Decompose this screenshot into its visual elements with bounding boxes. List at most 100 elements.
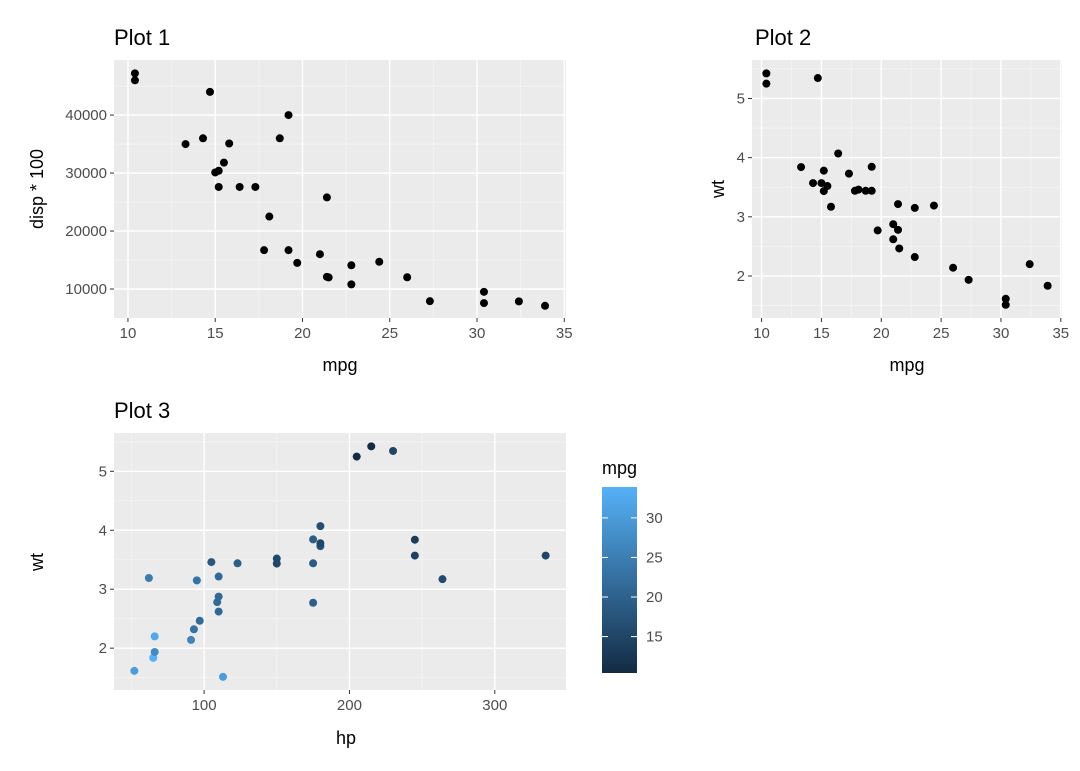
data-point	[284, 111, 293, 120]
plot-2-x-ticks: 10 15 20 25 30 35	[753, 318, 1069, 342]
data-point	[389, 446, 398, 455]
plot-3-y-label: wt	[27, 553, 47, 572]
data-point	[207, 558, 216, 567]
data-point	[130, 76, 139, 85]
data-point	[949, 263, 958, 272]
data-point	[235, 182, 244, 191]
data-point	[214, 166, 223, 175]
data-point	[219, 158, 228, 167]
data-point	[929, 201, 938, 210]
x-tick-label: 30	[993, 325, 1010, 342]
x-tick-label: 20	[873, 325, 890, 342]
data-point	[1001, 294, 1010, 303]
data-point	[214, 182, 223, 191]
data-point	[251, 182, 260, 191]
plot-1-x-ticks: 10 15 20 25 30 35	[120, 318, 573, 342]
data-point	[894, 200, 903, 209]
x-tick-label: 10	[120, 325, 137, 342]
data-point	[813, 74, 822, 83]
data-point	[150, 647, 159, 656]
x-tick-label: 100	[192, 697, 217, 714]
color-legend: mpg 15 20 25 30	[602, 458, 663, 673]
data-point	[438, 575, 447, 584]
data-point	[762, 79, 771, 88]
x-tick-label: 15	[813, 325, 830, 342]
legend-colorbar	[602, 487, 637, 673]
plot-1-x-label: mpg	[322, 355, 357, 375]
legend-tick-label: 30	[646, 510, 663, 527]
data-point	[316, 539, 325, 548]
y-tick-label: 4	[99, 522, 107, 539]
y-tick-label: 40000	[65, 107, 107, 124]
data-point	[479, 287, 488, 296]
plot-2-panel	[752, 60, 1062, 318]
x-tick-label: 25	[381, 325, 398, 342]
data-point	[809, 179, 818, 188]
data-point	[964, 275, 973, 284]
data-point	[834, 149, 843, 158]
data-point	[309, 535, 318, 544]
plot-1: Plot 1 10 15 20 25 30 35 10000 20000 30000 40000…	[27, 25, 573, 375]
data-point	[265, 212, 274, 221]
data-point	[425, 297, 434, 306]
plot-2-y-label: wt	[708, 180, 728, 199]
plot-2-points	[762, 69, 1052, 309]
data-point	[150, 632, 159, 641]
data-point	[817, 179, 826, 188]
plot-3-y-ticks: 2 3 4 5	[99, 463, 114, 657]
data-point	[410, 551, 419, 560]
data-point	[225, 139, 234, 148]
data-point	[854, 185, 863, 194]
plot-3-x-ticks: 100 200 300	[192, 690, 507, 714]
data-point	[797, 163, 806, 172]
x-tick-label: 20	[294, 325, 311, 342]
data-point	[130, 666, 139, 675]
data-point	[375, 257, 384, 266]
plot-3-points	[130, 442, 550, 681]
y-tick-label: 2	[99, 640, 107, 657]
legend-title: mpg	[602, 458, 637, 478]
data-point	[214, 572, 223, 581]
data-point	[130, 69, 139, 78]
data-point	[284, 246, 293, 255]
data-point	[275, 134, 284, 143]
plot-3: Plot 3 100 200 300 2 3 4 5 hp wt	[27, 398, 566, 748]
data-point	[352, 452, 361, 461]
y-tick-label: 3	[99, 581, 107, 598]
data-point	[1025, 260, 1034, 269]
data-point	[309, 559, 318, 568]
data-point	[403, 273, 412, 282]
plot-3-title: Plot 3	[114, 398, 170, 423]
data-point	[272, 559, 281, 568]
data-point	[541, 551, 550, 560]
data-point	[347, 261, 356, 270]
plot-3-grid	[114, 433, 566, 690]
data-point	[219, 672, 228, 681]
plot-1-panel	[114, 60, 566, 318]
x-tick-label: 200	[337, 697, 362, 714]
data-point	[324, 273, 333, 282]
data-point	[910, 203, 919, 212]
plot-2: Plot 2 10 15 20 25 30 35 2 3 4 5 mpg wt	[708, 25, 1069, 375]
legend-tick-label: 15	[646, 629, 663, 646]
data-point	[187, 635, 196, 644]
y-tick-label: 5	[99, 463, 107, 480]
plot-1-grid	[114, 60, 566, 318]
legend-tick-label: 20	[646, 589, 663, 606]
x-tick-label: 10	[753, 325, 770, 342]
plot-1-y-label: disp * 100	[27, 149, 47, 229]
data-point	[826, 202, 835, 211]
data-point	[1043, 281, 1052, 290]
data-point	[316, 522, 325, 531]
plot-3-x-label: hp	[336, 728, 356, 748]
legend-tick-label: 25	[646, 549, 663, 566]
data-point	[895, 244, 904, 253]
x-tick-label: 30	[469, 325, 486, 342]
plot-3-panel	[114, 433, 566, 690]
data-point	[322, 193, 331, 202]
data-point	[181, 140, 190, 149]
data-point	[214, 592, 223, 601]
data-point	[260, 246, 269, 255]
y-tick-label: 2	[737, 268, 745, 285]
data-point	[873, 226, 882, 235]
